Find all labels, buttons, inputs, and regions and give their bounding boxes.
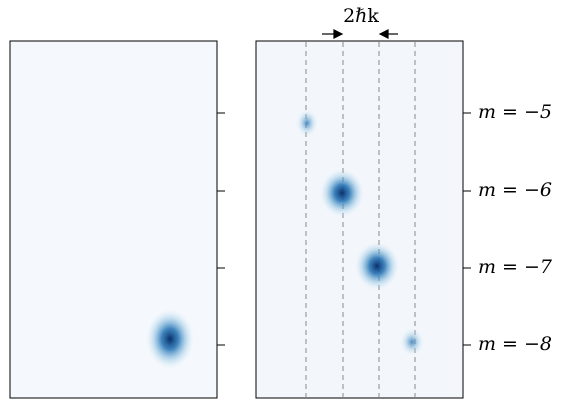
atom-cloud	[146, 309, 194, 369]
atom-cloud	[400, 328, 424, 356]
right-panel	[255, 40, 464, 399]
state-label: m = −5	[478, 101, 552, 123]
state-label: m = −7	[478, 256, 553, 278]
state-label: m = −8	[478, 333, 552, 355]
annotation: 2ℏk	[343, 5, 379, 27]
right-ticks	[463, 112, 471, 346]
left-ticks	[217, 112, 225, 346]
atom-cloud	[296, 109, 318, 137]
state-label: m = −6	[478, 179, 552, 201]
atom-cloud	[320, 169, 364, 217]
atom-cloud	[355, 242, 399, 290]
arrows	[322, 29, 398, 39]
